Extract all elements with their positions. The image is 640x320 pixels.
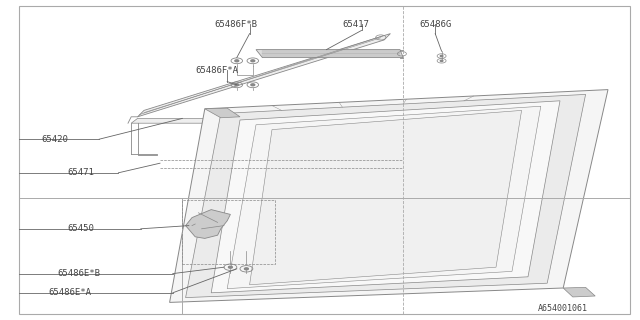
Polygon shape [138, 34, 390, 117]
Text: 65450: 65450 [67, 224, 94, 233]
Polygon shape [211, 101, 560, 293]
Text: 65471: 65471 [67, 168, 94, 177]
Circle shape [251, 60, 255, 62]
Polygon shape [205, 108, 240, 118]
Text: A654001061: A654001061 [538, 304, 588, 313]
Circle shape [228, 266, 232, 268]
Polygon shape [563, 287, 595, 297]
Text: 65486E*A: 65486E*A [48, 288, 91, 297]
Text: 65486G: 65486G [419, 20, 451, 28]
Polygon shape [256, 50, 403, 58]
Polygon shape [131, 118, 278, 123]
Polygon shape [250, 110, 522, 285]
Polygon shape [186, 210, 230, 238]
Text: 65417: 65417 [342, 20, 369, 28]
Circle shape [235, 60, 239, 62]
Circle shape [244, 268, 248, 270]
Circle shape [440, 55, 443, 57]
Polygon shape [170, 90, 608, 302]
Text: 65486E*B: 65486E*B [58, 269, 100, 278]
Circle shape [440, 60, 443, 61]
Polygon shape [227, 106, 541, 289]
Text: 65486F*B: 65486F*B [214, 20, 257, 28]
Circle shape [251, 84, 255, 86]
Text: 65486F*A: 65486F*A [195, 66, 238, 75]
Polygon shape [186, 94, 586, 298]
Text: 65420: 65420 [42, 135, 68, 144]
Circle shape [235, 84, 239, 86]
